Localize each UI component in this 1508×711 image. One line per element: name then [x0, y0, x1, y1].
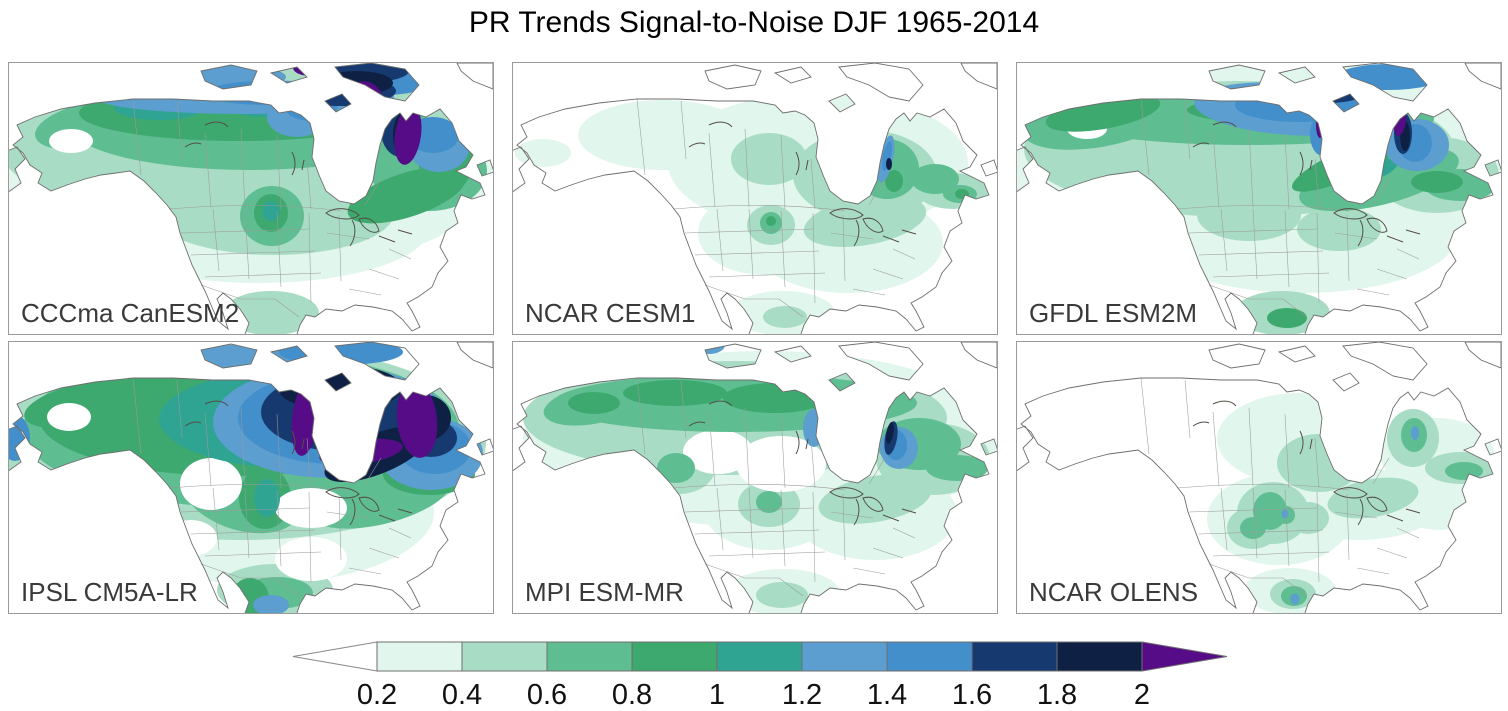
panel-label: GFDL ESM2M	[1029, 298, 1198, 328]
contour-field	[9, 342, 493, 613]
contour-field	[9, 63, 493, 334]
panel-cccma-canesm2: CCCma CanESM2	[8, 62, 494, 335]
coastline	[513, 342, 997, 613]
coastline	[513, 63, 997, 334]
colorbar-tick-label: 1.6	[952, 679, 992, 711]
map-mpi-esm-mr	[513, 342, 997, 613]
colorbar-segment	[631, 641, 718, 672]
panel-label: MPI ESM-MR	[525, 577, 684, 607]
contour-field	[1017, 342, 1501, 613]
map-ipsl-cm5a-lr	[9, 342, 493, 613]
colorbar-tick-label: 2	[1134, 679, 1150, 711]
lakes-outline	[688, 400, 917, 526]
colorbar-segment	[886, 641, 973, 672]
panel-gfdl-esm2m: GFDL ESM2M	[1016, 62, 1502, 335]
map-ncar-olens	[1017, 342, 1501, 613]
contour-field	[1017, 63, 1501, 334]
colorbar-tick-label: 0.2	[357, 679, 397, 711]
colorbar-tick-label: 0.6	[527, 679, 567, 711]
colorbar-segment	[1056, 641, 1143, 672]
colorbar-segment	[376, 641, 463, 672]
panel-label: NCAR OLENS	[1029, 577, 1199, 607]
state-borders	[1140, 98, 1420, 318]
state-borders	[636, 377, 916, 597]
lakes-outline	[1192, 400, 1421, 526]
state-borders	[1140, 377, 1420, 597]
lakes-outline	[184, 400, 413, 526]
map-cccma-canesm2	[9, 63, 493, 334]
contour-field	[513, 63, 997, 334]
colorbar-tick-label: 1.8	[1037, 679, 1077, 711]
panel-label: NCAR CESM1	[525, 298, 696, 328]
coastline	[9, 63, 493, 334]
colorbar-tick-label: 1.4	[867, 679, 907, 711]
colorbar-tick-label: 1	[709, 679, 725, 711]
colorbar-tick-label: 1.2	[782, 679, 822, 711]
panel-label: CCCma CanESM2	[21, 298, 240, 328]
colorbar-tick-label: 0.4	[442, 679, 482, 711]
panel-ncar-cesm1: NCAR CESM1	[512, 62, 998, 335]
colorbar-tick-label: 0.8	[612, 679, 652, 711]
panel-ncar-olens: NCAR OLENS	[1016, 341, 1502, 614]
state-borders	[132, 98, 412, 318]
coastline	[1017, 63, 1501, 334]
colorbar-segment	[546, 641, 633, 672]
colorbar-under-arrow	[292, 641, 378, 672]
state-borders	[132, 377, 412, 597]
coastline	[9, 342, 493, 613]
state-borders	[636, 98, 916, 318]
colorbar: 0.2 0.4 0.6 0.8 1 1.2 1.4 1.6 1.8 2	[292, 641, 1228, 711]
lakes-outline	[184, 121, 413, 247]
map-gfdl-esm2m	[1017, 63, 1501, 334]
panel-ipsl-cm5a-lr: IPSL CM5A-LR	[8, 341, 494, 614]
panel-mpi-esm-mr: MPI ESM-MR	[512, 341, 998, 614]
colorbar-segment	[716, 641, 803, 672]
panel-label: IPSL CM5A-LR	[21, 577, 198, 607]
lakes-outline	[1192, 121, 1421, 247]
colorbar-over-arrow	[1141, 641, 1228, 672]
contour-field	[513, 342, 997, 613]
lakes-outline	[688, 121, 917, 247]
figure-title: PR Trends Signal-to-Noise DJF 1965-2014	[468, 6, 1040, 39]
map-ncar-cesm1	[513, 63, 997, 334]
colorbar-segment	[971, 641, 1058, 672]
colorbar-segment	[801, 641, 888, 672]
colorbar-segment	[461, 641, 548, 672]
coastline	[1017, 342, 1501, 613]
